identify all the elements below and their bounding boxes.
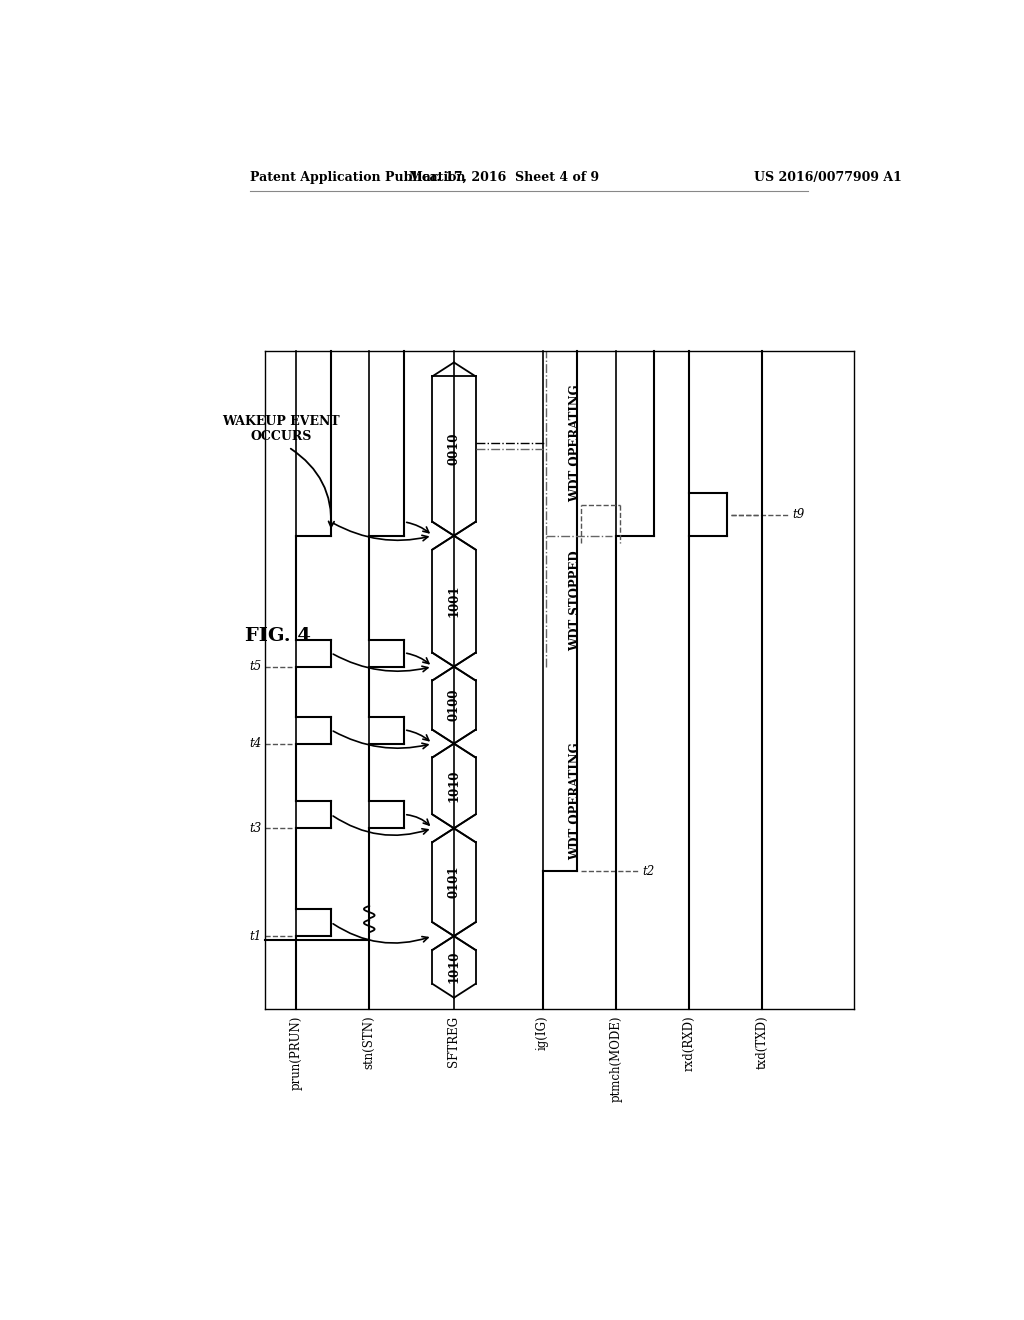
Text: 1001: 1001 [447,585,461,618]
Text: WDT STOPPED: WDT STOPPED [568,550,582,652]
Text: WAKEUP EVENT
OCCURS: WAKEUP EVENT OCCURS [222,416,340,444]
Text: t2: t2 [643,865,655,878]
Text: 0010: 0010 [447,433,461,466]
Text: WDT OPERATING: WDT OPERATING [568,743,582,861]
Text: t4: t4 [249,737,261,750]
Text: 0101: 0101 [447,866,461,899]
Text: Patent Application Publication: Patent Application Publication [250,172,466,185]
Text: 0100: 0100 [447,689,461,721]
Text: t5: t5 [249,660,261,673]
Text: t1: t1 [249,929,261,942]
Text: FIG. 4: FIG. 4 [245,627,310,644]
Text: prun(PRUN): prun(PRUN) [290,1015,303,1090]
Text: Mar. 17, 2016  Sheet 4 of 9: Mar. 17, 2016 Sheet 4 of 9 [409,172,599,185]
Text: US 2016/0077909 A1: US 2016/0077909 A1 [755,172,902,185]
Text: stn(STN): stn(STN) [362,1015,376,1069]
Text: ptmch(MODE): ptmch(MODE) [609,1015,623,1102]
Text: t9: t9 [793,508,805,521]
Text: rxd(RXD): rxd(RXD) [682,1015,695,1071]
Text: SFTREG: SFTREG [447,1015,461,1067]
Text: ig(IG): ig(IG) [536,1015,549,1049]
Text: WDT OPERATING: WDT OPERATING [568,384,582,502]
Text: t3: t3 [249,822,261,834]
Text: 1010: 1010 [447,950,461,983]
Text: 1010: 1010 [447,770,461,803]
Text: txd(TXD): txd(TXD) [756,1015,768,1069]
